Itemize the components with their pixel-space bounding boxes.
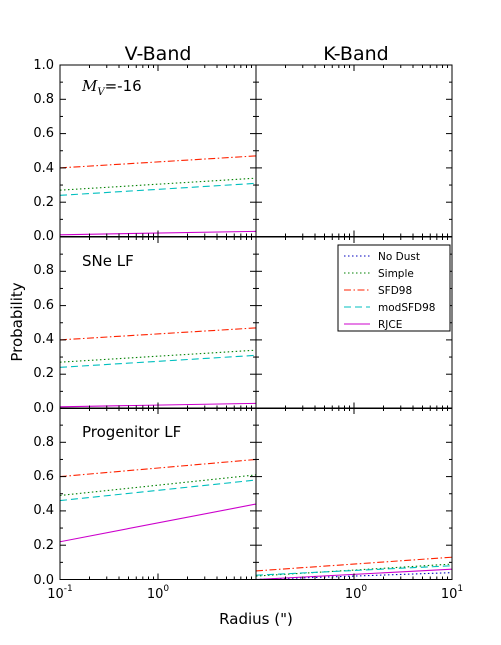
y-tick-label-r0-08: 0.8	[33, 92, 54, 107]
x-tick-label-1-k: 100	[345, 584, 368, 602]
panel-series	[60, 155, 256, 237]
x-tick-label-1-k-base: 10	[345, 587, 362, 602]
legend-entries: No Dust Simple SFD98 modSFD98 RJCE	[344, 251, 435, 331]
panel-frame	[255, 407, 453, 580]
x-tick-label-1-k-exp: 0	[361, 584, 367, 594]
y-axis-label: Probability	[8, 282, 26, 361]
panel-label-mv-suffix: =-16	[105, 77, 142, 95]
panel-r0-c1	[255, 64, 453, 237]
y-tick-label-r2-04: 0.4	[33, 503, 54, 518]
series-line-sfd98-r2-c1	[256, 556, 452, 572]
x-tick-label-0-base: 10	[47, 587, 64, 602]
panel-label-sne-lf: SNe LF	[82, 252, 134, 270]
y-tick-label-r1-02: 0.2	[33, 366, 54, 381]
x-tick-label-0-exp: -1	[64, 584, 73, 594]
panel-series	[60, 327, 256, 409]
series-line-simple-r2-c0	[60, 474, 256, 497]
x-tick-label-2-base: 10	[441, 587, 458, 602]
y-tick-label-r1-00: 0.0	[33, 401, 54, 416]
legend-label-no-dust: No Dust	[378, 251, 420, 263]
x-tick-label-0: 10-1	[47, 584, 73, 602]
legend-label-modsfd98: modSFD98	[378, 302, 435, 314]
x-axis-label: Radius (")	[219, 610, 293, 628]
y-tick-label-r1-06: 0.6	[33, 298, 54, 313]
panel-frame	[255, 64, 453, 237]
x-tick-label-2: 101	[441, 584, 463, 602]
x-tick-label-2-exp: 1	[457, 584, 463, 594]
y-tick-label-r0-06: 0.6	[33, 126, 54, 141]
series-line-modsfd98-r0-c0	[60, 182, 256, 196]
legend-label-rjce: RJCE	[378, 319, 402, 331]
legend-label-sfd98: SFD98	[378, 285, 412, 297]
panel-label-mv-sub: V	[97, 87, 106, 98]
legend: No Dust Simple SFD98 modSFD98 RJCE	[337, 244, 451, 332]
panel-label-progenitor-lf: Progenitor LF	[82, 423, 181, 441]
series-line-simple-r1-c0	[60, 349, 256, 363]
y-tick-label-r1-08: 0.8	[33, 263, 54, 278]
y-tick-label-r2-08: 0.8	[33, 435, 54, 450]
y-tick-label-r2-00: 0.0	[33, 573, 54, 588]
panel-label-mv: MV=-16	[81, 77, 142, 98]
x-tick-label-1-base: 10	[147, 587, 164, 602]
legend-frame	[337, 244, 451, 332]
panels-layer	[59, 64, 453, 580]
x-tick-label-1-exp: 0	[163, 584, 169, 594]
y-tick-label-r0-04: 0.4	[33, 161, 54, 176]
series-line-simple-r0-c0	[60, 177, 256, 191]
y-tick-label-r0-00: 0.0	[33, 229, 54, 244]
series-line-rjce-r2-c0	[60, 503, 256, 543]
series-line-sfd98-r0-c0	[60, 155, 256, 169]
legend-label-simple: Simple	[378, 268, 414, 280]
y-tick-label-r1-04: 0.4	[33, 332, 54, 347]
series-line-modsfd98-r2-c0	[60, 479, 256, 502]
column-title-v-band: V-Band	[125, 43, 192, 65]
y-tick-label-r2-02: 0.2	[33, 538, 54, 553]
series-line-sfd98-r2-c0	[60, 458, 256, 478]
series-line-simple-r2-c1	[256, 563, 452, 577]
y-tick-label-r2-06: 0.6	[33, 469, 54, 484]
panel-label-mv-main: M	[81, 77, 98, 95]
panel-series	[60, 458, 256, 580]
series-line-no-dust-r2-c1	[256, 572, 452, 580]
y-tick-label-r0-10: 1.0	[33, 58, 54, 73]
series-line-modsfd98-r1-c0	[60, 354, 256, 368]
panel-r2-c1	[255, 407, 453, 580]
y-tick-label-r0-02: 0.2	[33, 195, 54, 210]
x-tick-label-1: 100	[147, 584, 170, 602]
series-line-sfd98-r1-c0	[60, 327, 256, 341]
column-title-k-band: K-Band	[323, 43, 388, 65]
